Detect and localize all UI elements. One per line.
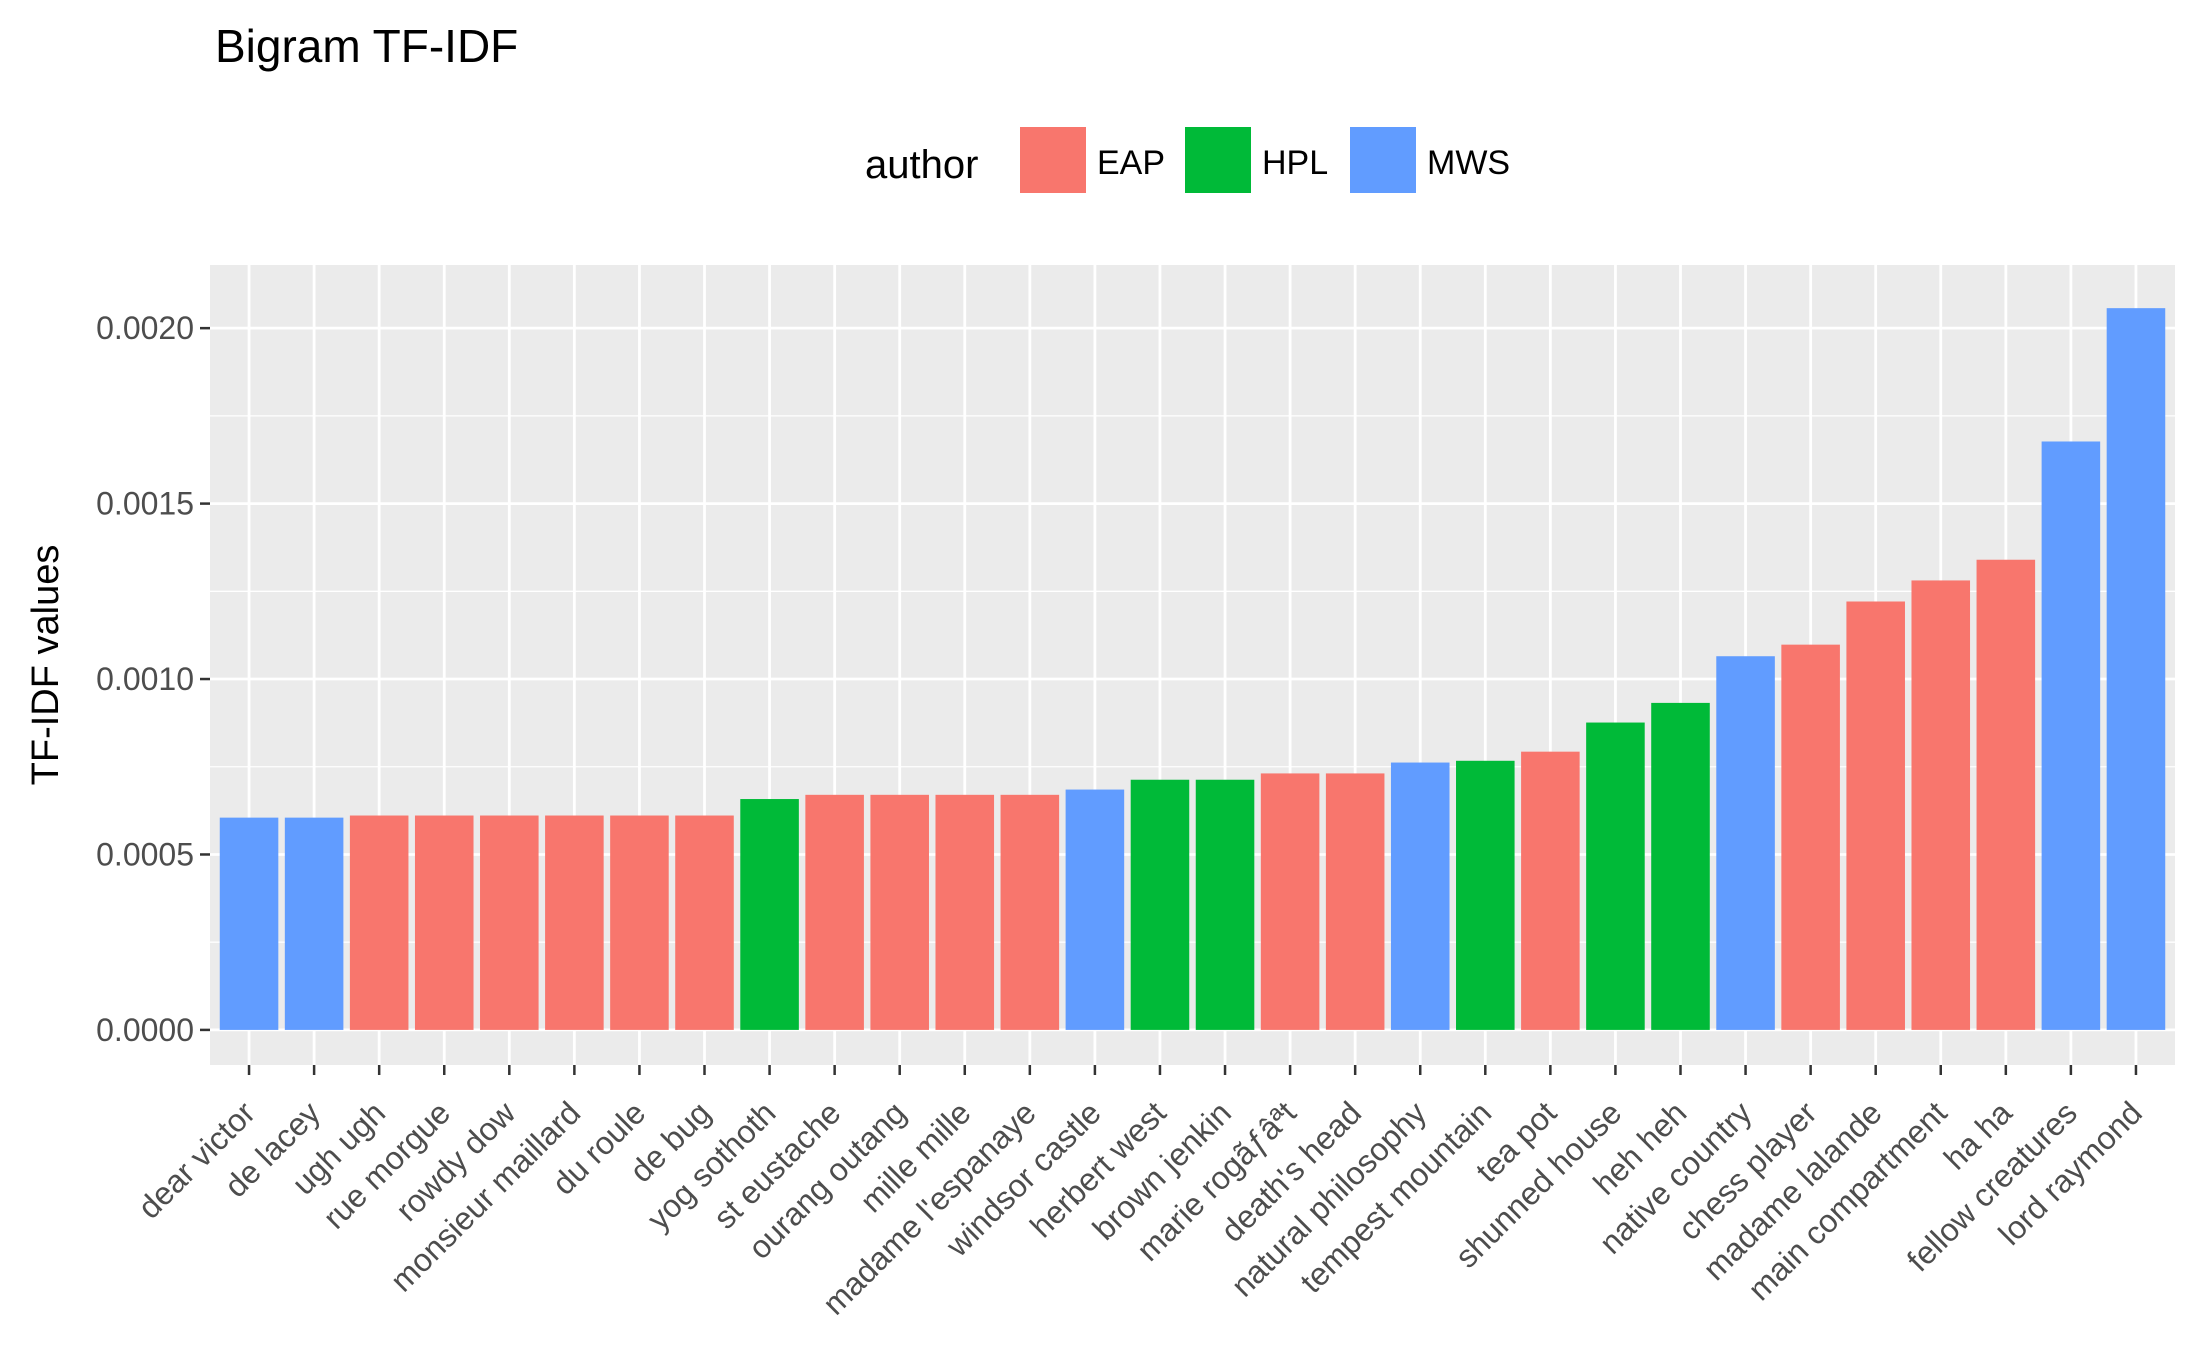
- bar-main-compartment: [1911, 580, 1971, 1030]
- y-tick-label: 0.0015: [96, 486, 194, 522]
- chart-title: Bigram TF-IDF: [215, 20, 518, 72]
- bar-du-roule: [610, 815, 669, 1030]
- bar-ugh-ugh: [349, 815, 409, 1030]
- y-tick-label: 0.0005: [96, 836, 194, 872]
- bar-heh-heh: [1651, 702, 1710, 1030]
- legend: author EAP HPL MWS: [865, 127, 1510, 193]
- bars: [219, 308, 2166, 1030]
- legend-key-mws: [1350, 127, 1416, 193]
- bar-madame-lalande: [1846, 601, 1905, 1030]
- bar-monsieur-maillard: [545, 815, 604, 1030]
- legend-key-hpl: [1185, 127, 1251, 193]
- bar-yog-sothoth: [740, 799, 799, 1030]
- bar-ha-ha: [1976, 559, 2036, 1030]
- bar-fellow-creatures: [2041, 441, 2101, 1030]
- bar-rowdy-dow: [480, 815, 539, 1030]
- bar-natural-philosophy: [1390, 762, 1450, 1030]
- legend-label-hpl: HPL: [1262, 144, 1328, 182]
- y-tick-label: 0.0010: [96, 661, 194, 697]
- bar-ourang-outang: [870, 794, 929, 1030]
- bar-herbert-west: [1130, 779, 1190, 1030]
- y-tick-label: 0.0000: [96, 1012, 194, 1048]
- bar-native-country: [1716, 656, 1775, 1030]
- bar-shunned-house: [1586, 722, 1645, 1030]
- legend-key-eap: [1020, 127, 1086, 193]
- bar-st-eustache: [805, 794, 864, 1030]
- bar-mille-mille: [935, 794, 995, 1030]
- bar-dear-victor: [219, 817, 279, 1030]
- y-tick-label: 0.0020: [96, 310, 194, 346]
- bar-madame-l-espanaye: [1000, 794, 1060, 1030]
- bar-death-s-head: [1325, 773, 1385, 1030]
- bar-marie-rog-t: [1260, 773, 1320, 1030]
- bar-chess-player: [1781, 644, 1840, 1030]
- bar-de-bug: [675, 815, 734, 1030]
- bar-lord-raymond: [2106, 308, 2166, 1030]
- bar-windsor-castle: [1065, 789, 1125, 1030]
- bar-tempest-mountain: [1456, 760, 1515, 1030]
- legend-title: author: [865, 143, 978, 187]
- bar-brown-jenkin: [1195, 779, 1255, 1030]
- bar-rue-morgue: [414, 815, 474, 1030]
- bar-tea-pot: [1521, 751, 1580, 1030]
- legend-label-eap: EAP: [1097, 144, 1165, 182]
- bar-de-lacey: [284, 817, 344, 1030]
- legend-label-mws: MWS: [1427, 144, 1510, 182]
- y-axis-title: TF-IDF values: [25, 545, 67, 786]
- y-axis: 0.0000 0.0005 0.0010 0.0015 0.0020: [96, 310, 210, 1048]
